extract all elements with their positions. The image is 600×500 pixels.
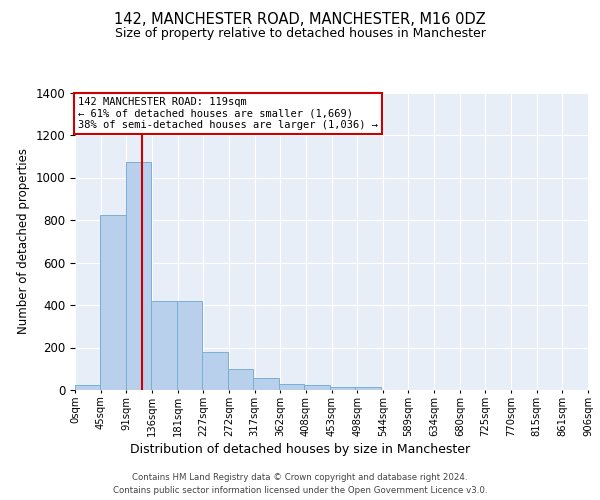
Bar <box>304 384 330 390</box>
Bar <box>202 352 228 390</box>
Bar <box>330 387 355 390</box>
Bar <box>228 369 253 390</box>
Bar <box>75 384 100 390</box>
Text: Contains public sector information licensed under the Open Government Licence v3: Contains public sector information licen… <box>113 486 487 495</box>
Y-axis label: Number of detached properties: Number of detached properties <box>17 148 30 334</box>
Text: Distribution of detached houses by size in Manchester: Distribution of detached houses by size … <box>130 442 470 456</box>
Text: 142, MANCHESTER ROAD, MANCHESTER, M16 0DZ: 142, MANCHESTER ROAD, MANCHESTER, M16 0D… <box>114 12 486 28</box>
Bar <box>100 214 126 390</box>
Bar <box>151 300 177 390</box>
Bar <box>126 162 151 390</box>
Text: 142 MANCHESTER ROAD: 119sqm
← 61% of detached houses are smaller (1,669)
38% of : 142 MANCHESTER ROAD: 119sqm ← 61% of det… <box>78 97 378 130</box>
Bar <box>355 387 381 390</box>
Bar <box>279 384 304 390</box>
Bar <box>253 378 279 390</box>
Text: Contains HM Land Registry data © Crown copyright and database right 2024.: Contains HM Land Registry data © Crown c… <box>132 472 468 482</box>
Bar <box>177 300 202 390</box>
Text: Size of property relative to detached houses in Manchester: Size of property relative to detached ho… <box>115 28 485 40</box>
